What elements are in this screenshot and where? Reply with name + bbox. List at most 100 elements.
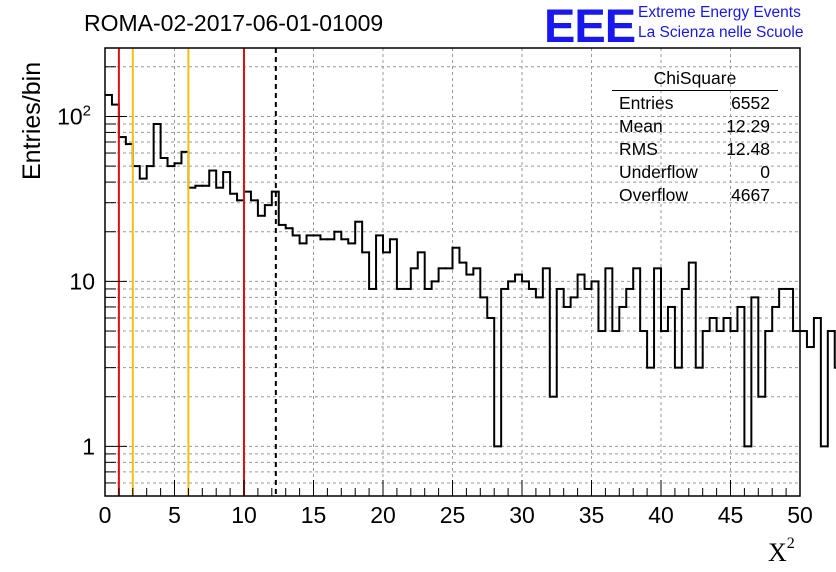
histogram-bin (701, 330, 710, 369)
histogram-bin (653, 267, 661, 369)
histogram-bin (298, 234, 307, 245)
histogram-bin (486, 296, 495, 319)
histogram-bin (437, 267, 446, 283)
histogram-bin (472, 267, 481, 276)
y-tick-label-base: 10 (57, 103, 83, 129)
histogram-bin (639, 267, 648, 333)
x-tick-label: 20 (370, 502, 396, 528)
histogram-bin (666, 305, 675, 333)
stat-label-entries: Entries (619, 93, 674, 113)
histogram-bin (646, 330, 655, 369)
histogram-bin (778, 287, 787, 308)
histogram-bin (479, 267, 488, 299)
histogram-bin (548, 267, 557, 398)
histogram-bin (687, 261, 696, 290)
histogram-bin (361, 220, 370, 254)
y-tick-label: 10 (69, 268, 95, 294)
histogram-bin (611, 267, 620, 333)
histogram-bin (180, 150, 189, 165)
x-tick-label: 10 (231, 502, 257, 528)
y-tick-label-exponent: 2 (83, 102, 91, 119)
histogram-bin (569, 296, 578, 308)
eee-logo: EEE (544, 0, 636, 52)
histogram-bin (618, 305, 627, 333)
histogram-bin (354, 220, 363, 245)
histogram-bin (500, 287, 509, 448)
histogram-bin (249, 190, 258, 202)
stat-value-overflow: 4667 (731, 185, 770, 205)
x-axis-label-exponent: 2 (786, 535, 795, 553)
histogram-bin (152, 122, 161, 168)
histogram-bin (375, 234, 383, 290)
histogram-bin (145, 165, 154, 180)
histogram-bin (819, 316, 828, 448)
x-tick-label: 40 (648, 502, 674, 528)
histogram-bin (368, 251, 377, 290)
histogram-bin (541, 267, 550, 299)
histogram-bin (395, 238, 404, 290)
grid (105, 48, 800, 496)
x-axis-label-base: X (768, 538, 787, 567)
histogram-bin (430, 280, 439, 290)
stat-value-entries: 6552 (731, 93, 770, 113)
x-tick-label: 15 (301, 502, 327, 528)
stat-label-overflow: Overflow (619, 185, 689, 205)
histogram-bin (632, 267, 641, 290)
histogram-bin (319, 234, 328, 241)
histogram-bin (583, 273, 592, 290)
histogram-bin (333, 230, 342, 241)
histogram-bin (388, 238, 397, 254)
histogram-bin (416, 251, 425, 270)
histogram-bin (229, 171, 238, 195)
histogram-bin (124, 136, 133, 146)
reference-lines (117, 48, 277, 496)
histogram-bin (347, 238, 356, 245)
stat-label-rms: RMS (619, 139, 658, 159)
histogram-bin (284, 223, 293, 230)
histogram-bin (757, 296, 766, 398)
histogram-bin (527, 280, 536, 290)
stat-value-underflow: 0 (760, 162, 770, 182)
x-tick-label: 35 (579, 502, 605, 528)
histogram-bin (215, 169, 224, 189)
axis-ticks (104, 66, 801, 496)
histogram-bin (465, 261, 474, 276)
x-tick-label: 5 (168, 502, 181, 528)
histogram-bin (256, 199, 265, 217)
histogram-bin (194, 184, 203, 189)
histogram-bin (514, 273, 522, 283)
histogram-bin (277, 190, 286, 226)
x-tick-label: 45 (718, 502, 744, 528)
histogram-bin (493, 316, 502, 448)
histogram-bin (590, 280, 599, 290)
histogram-bin (812, 316, 821, 349)
histogram-bin (694, 261, 703, 369)
chart-title: ROMA-02-2017-06-01-01009 (84, 10, 384, 36)
histogram-bin (750, 296, 759, 448)
histogram-bin (625, 287, 634, 308)
histogram-bin (660, 267, 668, 333)
histogram-bin (555, 287, 564, 398)
histogram-bin (708, 316, 717, 333)
stat-value-mean: 12.29 (726, 116, 770, 136)
histogram-bin (764, 330, 773, 398)
histogram-bin (159, 122, 168, 159)
logo-tagline-2: La Scienza nelle Scuole (638, 24, 804, 41)
histogram-bin (173, 162, 182, 168)
y-tick-label: 1 (82, 433, 95, 459)
histogram-bin (166, 156, 175, 168)
histogram-bin (208, 169, 217, 187)
histogram-bars (105, 93, 836, 448)
x-tick-label: 0 (99, 502, 112, 528)
histogram-bin (729, 316, 738, 333)
histogram-bin (792, 287, 800, 333)
x-tick-label: 30 (509, 502, 535, 528)
histogram-bin (138, 165, 147, 180)
stats-title: ChiSquare (653, 68, 737, 88)
histogram-bin (743, 305, 752, 448)
histogram-bin (826, 330, 835, 448)
histogram-bin (604, 267, 613, 333)
histogram-bin (243, 190, 251, 202)
stats-divider (612, 90, 778, 91)
histogram-bin (805, 330, 814, 349)
